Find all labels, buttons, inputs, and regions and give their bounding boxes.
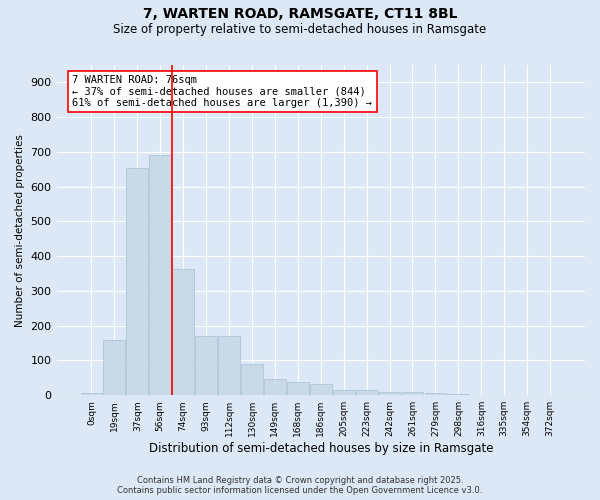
- Bar: [448, 394, 469, 395]
- Text: Contains HM Land Registry data © Crown copyright and database right 2025.
Contai: Contains HM Land Registry data © Crown c…: [118, 476, 482, 495]
- Text: 7 WARTEN ROAD: 76sqm
← 37% of semi-detached houses are smaller (844)
61% of semi: 7 WARTEN ROAD: 76sqm ← 37% of semi-detac…: [73, 75, 373, 108]
- Bar: [287, 382, 309, 395]
- Y-axis label: Number of semi-detached properties: Number of semi-detached properties: [15, 134, 25, 326]
- Bar: [401, 392, 424, 395]
- Bar: [218, 336, 240, 395]
- Bar: [310, 384, 332, 395]
- Bar: [470, 394, 492, 395]
- Bar: [103, 340, 125, 395]
- Bar: [425, 394, 446, 395]
- Bar: [333, 390, 355, 395]
- Bar: [379, 392, 400, 395]
- Bar: [241, 364, 263, 395]
- Text: Size of property relative to semi-detached houses in Ramsgate: Size of property relative to semi-detach…: [113, 22, 487, 36]
- Bar: [172, 270, 194, 395]
- X-axis label: Distribution of semi-detached houses by size in Ramsgate: Distribution of semi-detached houses by …: [149, 442, 493, 455]
- Bar: [264, 379, 286, 395]
- Bar: [195, 336, 217, 395]
- Bar: [149, 156, 171, 395]
- Text: 7, WARTEN ROAD, RAMSGATE, CT11 8BL: 7, WARTEN ROAD, RAMSGATE, CT11 8BL: [143, 8, 457, 22]
- Bar: [80, 393, 103, 395]
- Bar: [127, 168, 148, 395]
- Bar: [356, 390, 377, 395]
